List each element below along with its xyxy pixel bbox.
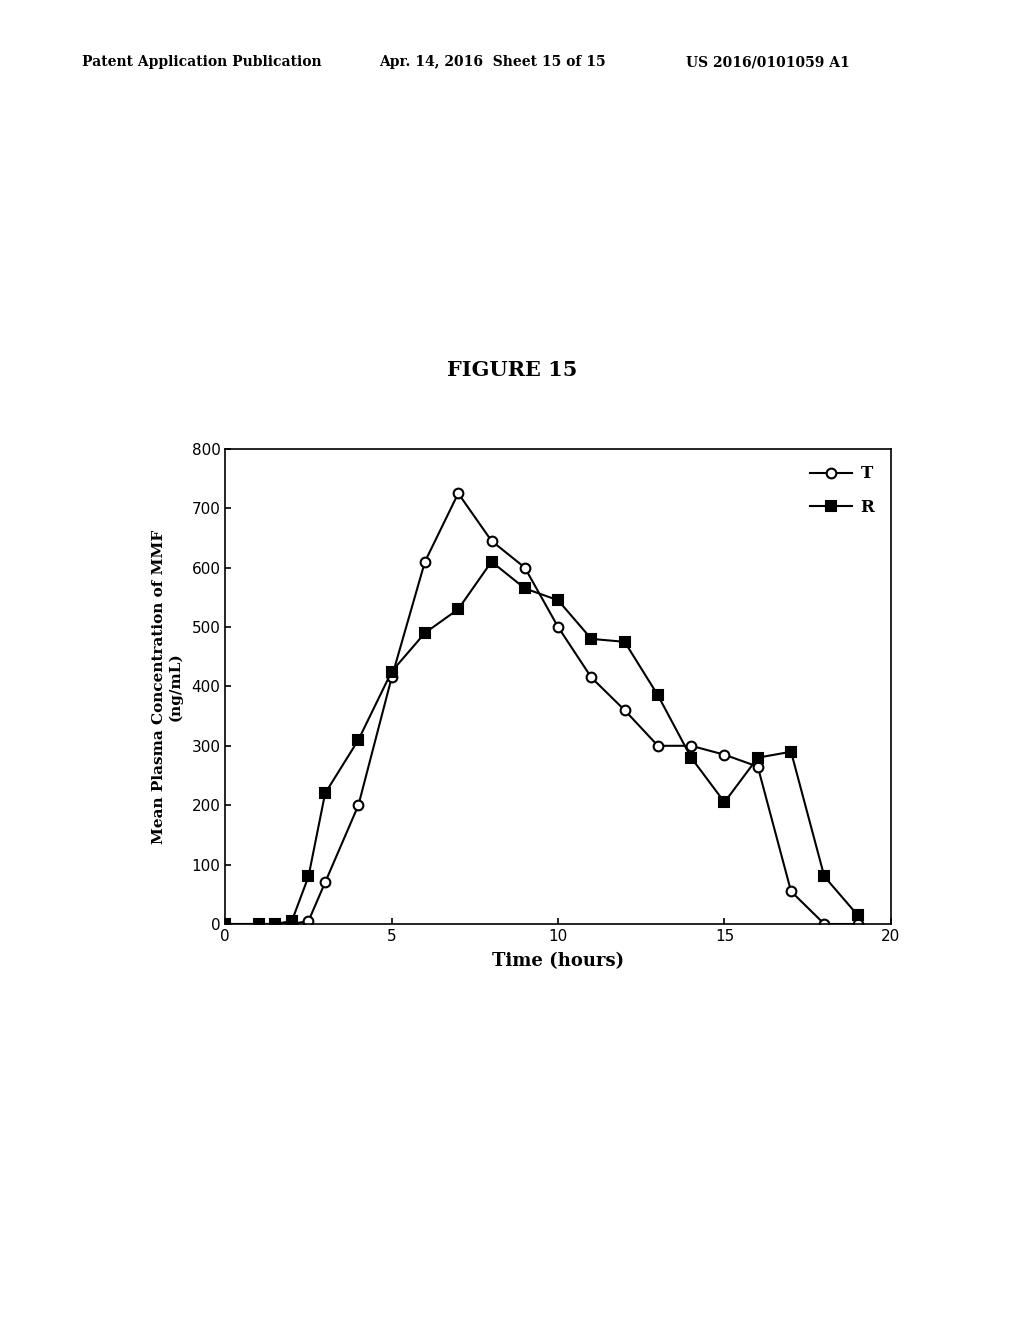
- Y-axis label: Mean Plasma Concentration of MMF
(ng/mL): Mean Plasma Concentration of MMF (ng/mL): [153, 529, 183, 843]
- R: [319, 785, 332, 801]
- R: [586, 631, 598, 647]
- Text: US 2016/0101059 A1: US 2016/0101059 A1: [686, 55, 850, 70]
- T: [719, 747, 731, 763]
- T: [685, 738, 697, 754]
- T: [852, 916, 864, 932]
- T: [219, 916, 231, 932]
- T: [518, 560, 530, 576]
- T: [651, 738, 664, 754]
- R: [269, 916, 282, 932]
- Text: Patent Application Publication: Patent Application Publication: [82, 55, 322, 70]
- R: [651, 688, 664, 704]
- T: [319, 875, 332, 891]
- Line: R: R: [220, 557, 862, 929]
- T: [618, 702, 631, 718]
- T: [352, 797, 365, 813]
- R: [219, 916, 231, 932]
- R: [752, 750, 764, 766]
- T: [302, 913, 314, 929]
- R: [385, 664, 397, 680]
- R: [453, 602, 465, 618]
- X-axis label: Time (hours): Time (hours): [492, 952, 625, 970]
- T: [552, 619, 564, 635]
- R: [852, 907, 864, 923]
- T: [269, 916, 282, 932]
- R: [784, 744, 797, 760]
- R: [302, 869, 314, 884]
- R: [818, 869, 830, 884]
- T: [752, 759, 764, 775]
- T: [286, 916, 298, 932]
- R: [252, 916, 264, 932]
- Text: Apr. 14, 2016  Sheet 15 of 15: Apr. 14, 2016 Sheet 15 of 15: [379, 55, 605, 70]
- R: [485, 554, 498, 570]
- R: [719, 795, 731, 810]
- T: [784, 883, 797, 899]
- T: [818, 916, 830, 932]
- T: [419, 554, 431, 570]
- Line: T: T: [220, 488, 862, 929]
- T: [586, 669, 598, 685]
- R: [518, 581, 530, 597]
- R: [685, 750, 697, 766]
- R: [552, 593, 564, 609]
- T: [453, 486, 465, 502]
- R: [286, 913, 298, 929]
- Legend: T, R: T, R: [802, 457, 883, 524]
- T: [385, 669, 397, 685]
- T: [252, 916, 264, 932]
- T: [485, 533, 498, 549]
- Text: FIGURE 15: FIGURE 15: [446, 359, 578, 380]
- R: [618, 634, 631, 649]
- R: [419, 626, 431, 642]
- R: [352, 731, 365, 747]
